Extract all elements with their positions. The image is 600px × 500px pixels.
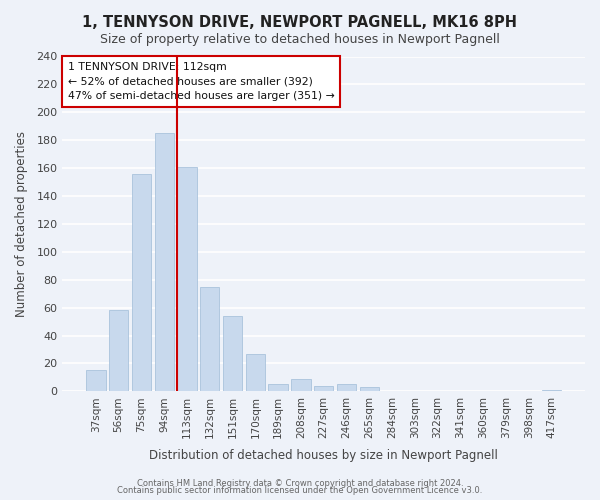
- Bar: [314, 386, 334, 392]
- Bar: [268, 384, 288, 392]
- Bar: [542, 390, 561, 392]
- Bar: [359, 387, 379, 392]
- Bar: [291, 379, 311, 392]
- Bar: [245, 354, 265, 392]
- Bar: [155, 133, 174, 392]
- Bar: [337, 384, 356, 392]
- Text: 1 TENNYSON DRIVE: 112sqm
← 52% of detached houses are smaller (392)
47% of semi-: 1 TENNYSON DRIVE: 112sqm ← 52% of detach…: [68, 62, 334, 101]
- Bar: [109, 310, 128, 392]
- Bar: [86, 370, 106, 392]
- Bar: [223, 316, 242, 392]
- Bar: [132, 174, 151, 392]
- Text: 1, TENNYSON DRIVE, NEWPORT PAGNELL, MK16 8PH: 1, TENNYSON DRIVE, NEWPORT PAGNELL, MK16…: [83, 15, 517, 30]
- Bar: [200, 286, 220, 392]
- Text: Contains HM Land Registry data © Crown copyright and database right 2024.: Contains HM Land Registry data © Crown c…: [137, 478, 463, 488]
- Bar: [178, 166, 197, 392]
- Text: Contains public sector information licensed under the Open Government Licence v3: Contains public sector information licen…: [118, 486, 482, 495]
- Y-axis label: Number of detached properties: Number of detached properties: [15, 131, 28, 317]
- Text: Size of property relative to detached houses in Newport Pagnell: Size of property relative to detached ho…: [100, 32, 500, 46]
- X-axis label: Distribution of detached houses by size in Newport Pagnell: Distribution of detached houses by size …: [149, 450, 498, 462]
